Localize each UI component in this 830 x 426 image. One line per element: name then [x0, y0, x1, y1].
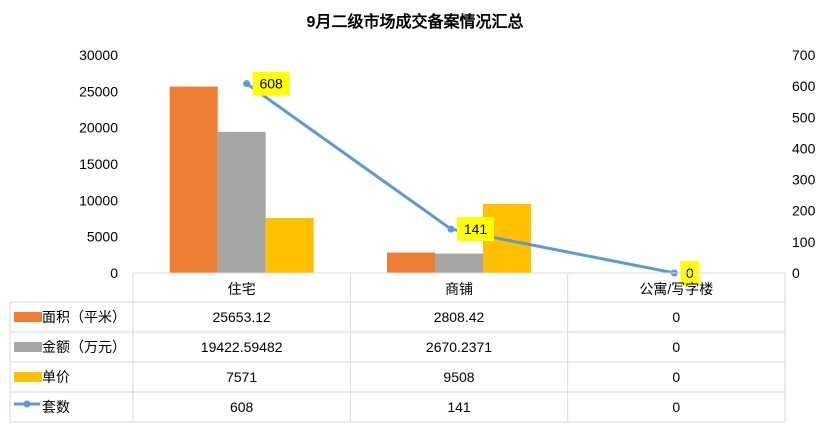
left-axis-tick-label: 0	[110, 265, 118, 281]
series-name: 面积（平米）	[42, 309, 126, 325]
left-axis-tick-label: 15000	[79, 156, 118, 172]
left-axis: 0 5000 10000 15000 20000 25000 30000	[79, 47, 118, 281]
data-label: 608	[259, 76, 283, 92]
legend-key	[14, 342, 42, 352]
category-label: 住宅	[228, 281, 256, 297]
legend-key	[14, 372, 42, 382]
right-axis-tick-label: 300	[792, 172, 816, 188]
bar-2-2	[435, 253, 483, 273]
series-name: 套数	[42, 399, 70, 415]
table-cell: 2670.2371	[426, 339, 492, 355]
table-cell: 0	[672, 369, 680, 385]
left-axis-tick-label: 5000	[87, 229, 118, 245]
table-cell: 608	[230, 399, 254, 415]
category-label: 商铺	[445, 281, 473, 297]
right-axis-tick-label: 500	[792, 109, 816, 125]
bar-1-2	[387, 252, 435, 273]
series-name: 单价	[42, 369, 70, 385]
legend-key	[23, 400, 31, 408]
right-axis-tick-label: 200	[792, 203, 816, 219]
right-axis-tick-label: 0	[792, 265, 800, 281]
table-cell: 0	[672, 399, 680, 415]
bars	[169, 86, 531, 273]
table-cell: 2808.42	[434, 309, 485, 325]
right-axis-tick-label: 100	[792, 234, 816, 250]
data-label-bg	[457, 217, 494, 242]
line-point	[243, 80, 251, 88]
legend-key	[14, 312, 42, 322]
right-axis-tick-label: 700	[792, 47, 816, 63]
table-cell: 0	[672, 309, 680, 325]
left-axis-tick-label: 25000	[79, 83, 118, 99]
bar-3-1	[265, 217, 314, 273]
table-cell: 141	[447, 399, 471, 415]
table-cell: 9508	[443, 369, 474, 385]
bar-1-1	[169, 86, 218, 273]
right-axis-tick-label: 600	[792, 78, 816, 94]
data-label-bg	[252, 71, 290, 96]
table-cell: 7571	[226, 369, 257, 385]
left-axis-tick-label: 30000	[79, 47, 118, 63]
right-axis: 0 100 200 300 400 500 600 700	[792, 47, 816, 281]
right-axis-tick-label: 400	[792, 140, 816, 156]
bar-2-1	[217, 131, 266, 273]
left-axis-tick-label: 10000	[79, 192, 118, 208]
chart-title: 9月二级市场成交备案情况汇总	[307, 12, 524, 31]
left-axis-tick-label: 20000	[79, 120, 118, 136]
table-cell: 25653.12	[212, 309, 271, 325]
table-cell: 19422.59482	[201, 339, 283, 355]
category-label: 公寓/写字楼	[639, 281, 713, 297]
series-name: 金额（万元）	[42, 339, 126, 355]
table-cell: 0	[672, 339, 680, 355]
line-point	[447, 225, 455, 233]
data-label: 141	[464, 221, 488, 237]
